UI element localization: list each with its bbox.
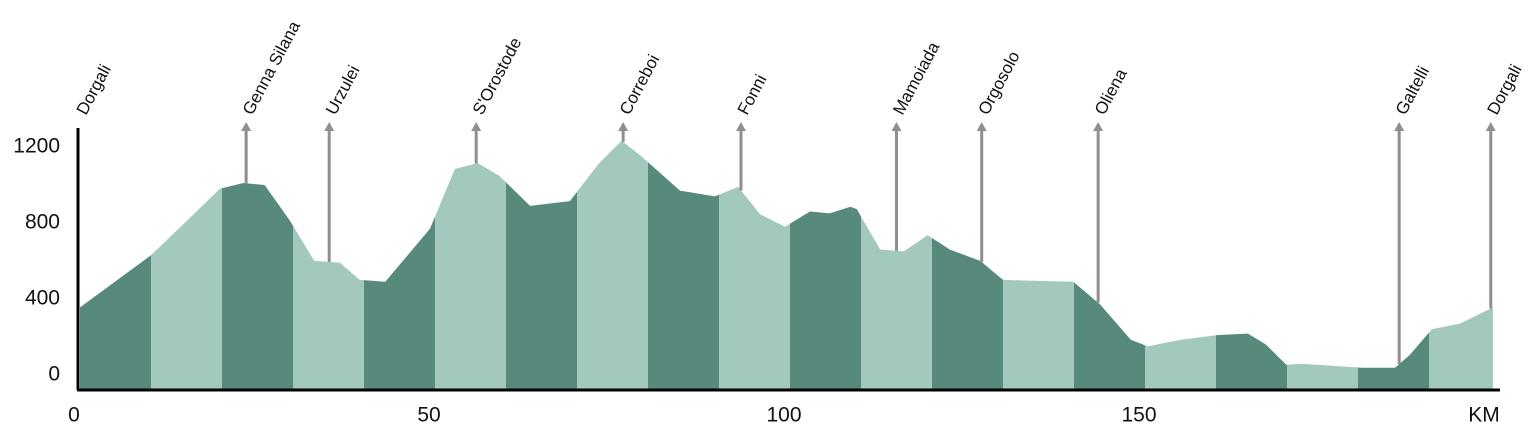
marker-arrowhead <box>891 122 902 131</box>
stripe <box>648 140 720 390</box>
x-tick-label: 0 <box>68 404 80 427</box>
marker-arrowhead <box>1485 122 1496 131</box>
stripe <box>1358 140 1430 390</box>
stripe <box>1216 140 1288 390</box>
marker-arrowhead <box>1394 122 1405 131</box>
marker-arrowhead <box>618 122 629 131</box>
stripe <box>719 140 791 390</box>
x-tick-label: 50 <box>417 404 440 427</box>
marker-arrowhead <box>736 122 747 131</box>
stripe <box>364 140 436 390</box>
town-label: Fonni <box>734 71 771 117</box>
stripe <box>1287 140 1359 390</box>
town-label: Dorgali <box>1484 61 1526 117</box>
stripe <box>151 140 223 390</box>
marker-arrowhead <box>1093 122 1104 131</box>
stripe <box>932 140 1004 390</box>
marker-arrowhead <box>471 122 482 131</box>
x-axis-label: KM <box>1468 404 1500 427</box>
stripes <box>80 140 1493 390</box>
stripe <box>1145 140 1217 390</box>
town-label: Galtelli <box>1392 63 1433 118</box>
y-tick-label: 0 <box>48 362 60 385</box>
stripe <box>577 140 649 390</box>
marker-arrowhead <box>976 122 987 131</box>
town-label: Correboi <box>616 51 663 117</box>
y-tick-label: 1200 <box>13 135 60 158</box>
town-label: Urzulei <box>322 62 364 118</box>
stripe <box>1429 140 1493 390</box>
stripe <box>1074 140 1146 390</box>
town-label: Mamoiada <box>889 38 943 117</box>
x-tick-label: 100 <box>766 404 801 427</box>
y-tick-label: 800 <box>25 210 60 233</box>
town-label: Orgosolo <box>974 48 1023 118</box>
marker-arrowhead <box>241 122 252 131</box>
town-label: S'Orostode <box>469 34 525 118</box>
stripe <box>1003 140 1075 390</box>
stripe <box>790 140 862 390</box>
stripe <box>222 140 294 390</box>
marker-arrowhead <box>324 122 335 131</box>
x-tick-label: 150 <box>1121 404 1156 427</box>
stripe <box>80 140 152 390</box>
town-label: Oliena <box>1091 65 1131 118</box>
stripe <box>506 140 578 390</box>
town-label: Dorgali <box>73 61 115 117</box>
y-tick-label: 400 <box>25 286 60 309</box>
stripe <box>435 140 507 390</box>
town-label: Genna Silana <box>239 18 304 118</box>
